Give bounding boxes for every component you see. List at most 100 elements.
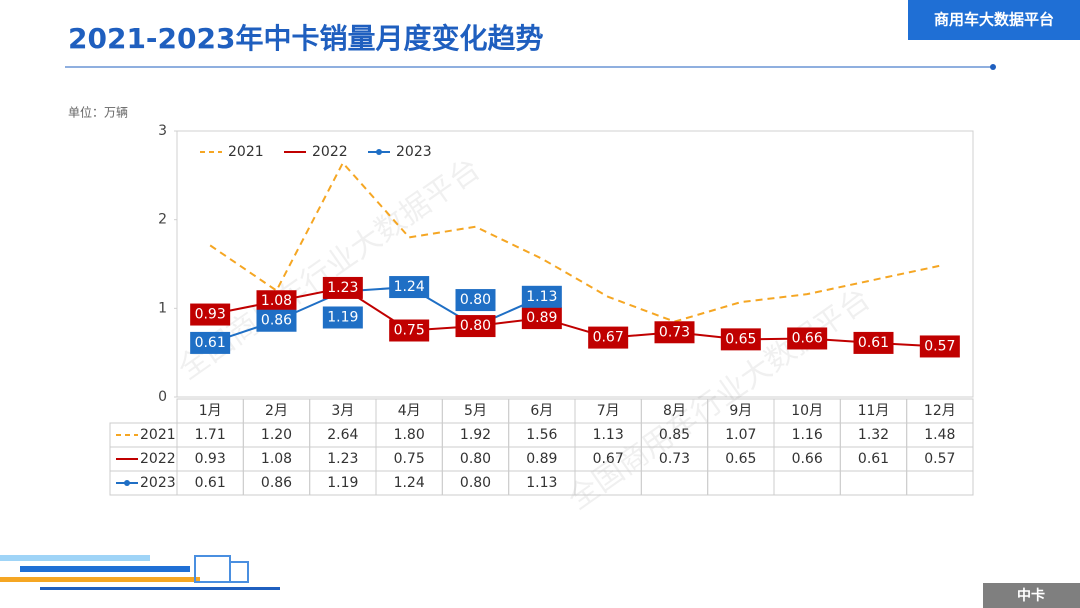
data-label: 0.86 (261, 313, 292, 329)
table-value: 1.13 (526, 475, 557, 491)
x-tick-label: 8月 (663, 403, 686, 419)
data-label-box (521, 307, 562, 330)
table-value: 2.64 (327, 427, 358, 443)
table-value: 0.73 (659, 451, 690, 467)
stripe (0, 555, 150, 561)
table-value: 0.80 (460, 451, 491, 467)
x-tick-label: 1月 (199, 403, 222, 419)
data-label-box (322, 306, 363, 329)
y-tick-label: 0 (158, 389, 167, 405)
table-series-name: 2021 (140, 427, 176, 443)
table-value: 1.92 (460, 427, 491, 443)
x-tick-label: 4月 (398, 403, 421, 419)
data-label-box (787, 327, 828, 350)
truck-decoration (0, 555, 280, 590)
table-value: 1.23 (327, 451, 358, 467)
table-value: 0.57 (924, 451, 955, 467)
footer-tag-box (983, 583, 1080, 608)
y-tick-label: 2 (158, 212, 167, 228)
badge: 商用车大数据平台 (934, 11, 1054, 29)
table-value: 0.61 (858, 451, 889, 467)
table-value: 0.75 (394, 451, 425, 467)
table-value: 0.86 (261, 475, 292, 491)
table-value: 0.61 (195, 475, 226, 491)
data-label: 0.75 (394, 323, 425, 339)
unit-label: 单位：万辆 (68, 105, 128, 120)
series-line (209, 161, 941, 323)
data-label-box (389, 319, 430, 342)
badge-box (908, 0, 1080, 40)
table-series-name: 2022 (140, 451, 176, 467)
table-value: 1.07 (725, 427, 756, 443)
data-label: 0.65 (725, 331, 756, 347)
data-label-box (256, 309, 297, 332)
legend-marker (376, 149, 382, 155)
data-label: 1.23 (327, 280, 358, 296)
table-value: 1.71 (195, 427, 226, 443)
data-label: 0.89 (526, 310, 557, 326)
legend-label: 2023 (396, 144, 432, 160)
data-label: 0.57 (924, 338, 955, 354)
data-label: 0.67 (593, 330, 624, 346)
data-label: 1.19 (327, 309, 358, 325)
data-label: 0.73 (659, 324, 690, 340)
table-value: 0.80 (460, 475, 491, 491)
data-label-box (256, 290, 297, 313)
stripe (0, 577, 200, 582)
data-label: 0.80 (460, 318, 491, 334)
data-label-box (389, 276, 430, 299)
slide-title: 2021-2023年中卡销量月度变化趋势 (68, 22, 543, 55)
data-label: 0.61 (195, 335, 226, 351)
plot-area (176, 130, 974, 398)
table-value: 1.16 (792, 427, 823, 443)
x-tick-label: 10月 (791, 403, 823, 419)
data-label: 0.80 (460, 292, 491, 308)
table-value: 0.89 (526, 451, 557, 467)
table-value: 1.48 (924, 427, 955, 443)
x-tick-label: 9月 (729, 403, 752, 419)
legend-label: 2022 (312, 144, 348, 160)
data-label: 0.61 (858, 335, 889, 351)
legend-label: 2021 (228, 144, 264, 160)
table-value: 0.85 (659, 427, 690, 443)
stripe (40, 587, 280, 590)
data-label-box (455, 289, 496, 312)
data-label: 1.24 (394, 279, 425, 295)
y-tick-label: 1 (158, 300, 167, 316)
data-label-box (654, 321, 695, 344)
stripe (20, 566, 190, 572)
x-tick-label: 12月 (924, 403, 956, 419)
data-label-box (720, 328, 761, 351)
rule-dot (990, 64, 996, 70)
table-row (109, 470, 974, 496)
table-value: 0.65 (725, 451, 756, 467)
x-tick-label: 5月 (464, 403, 487, 419)
x-tick-label: 2月 (265, 403, 288, 419)
table-legend-marker (124, 480, 130, 486)
table-value: 1.19 (327, 475, 358, 491)
table-value: 1.56 (526, 427, 557, 443)
data-label-box (588, 326, 629, 349)
data-label-box (190, 331, 231, 354)
footer-tag: 中卡 (1017, 587, 1045, 604)
data-label-box (455, 315, 496, 338)
data-label-box (521, 285, 562, 308)
table-value: 1.13 (593, 427, 624, 443)
table-value: 1.24 (394, 475, 425, 491)
table-value: 1.20 (261, 427, 292, 443)
table-value: 0.67 (593, 451, 624, 467)
table-value: 0.66 (792, 451, 823, 467)
data-label: 0.66 (792, 330, 823, 346)
table-value: 0.93 (195, 451, 226, 467)
data-label-box (322, 276, 363, 299)
data-label-box (919, 335, 960, 358)
data-label-box (853, 331, 894, 354)
x-tick-label: 6月 (530, 403, 553, 419)
table-value: 1.08 (261, 451, 292, 467)
x-tick-label: 3月 (331, 403, 354, 419)
x-tick-label: 7月 (597, 403, 620, 419)
data-label: 0.93 (195, 307, 226, 323)
data-label-box (190, 303, 231, 326)
x-tick-label: 11月 (858, 403, 890, 419)
